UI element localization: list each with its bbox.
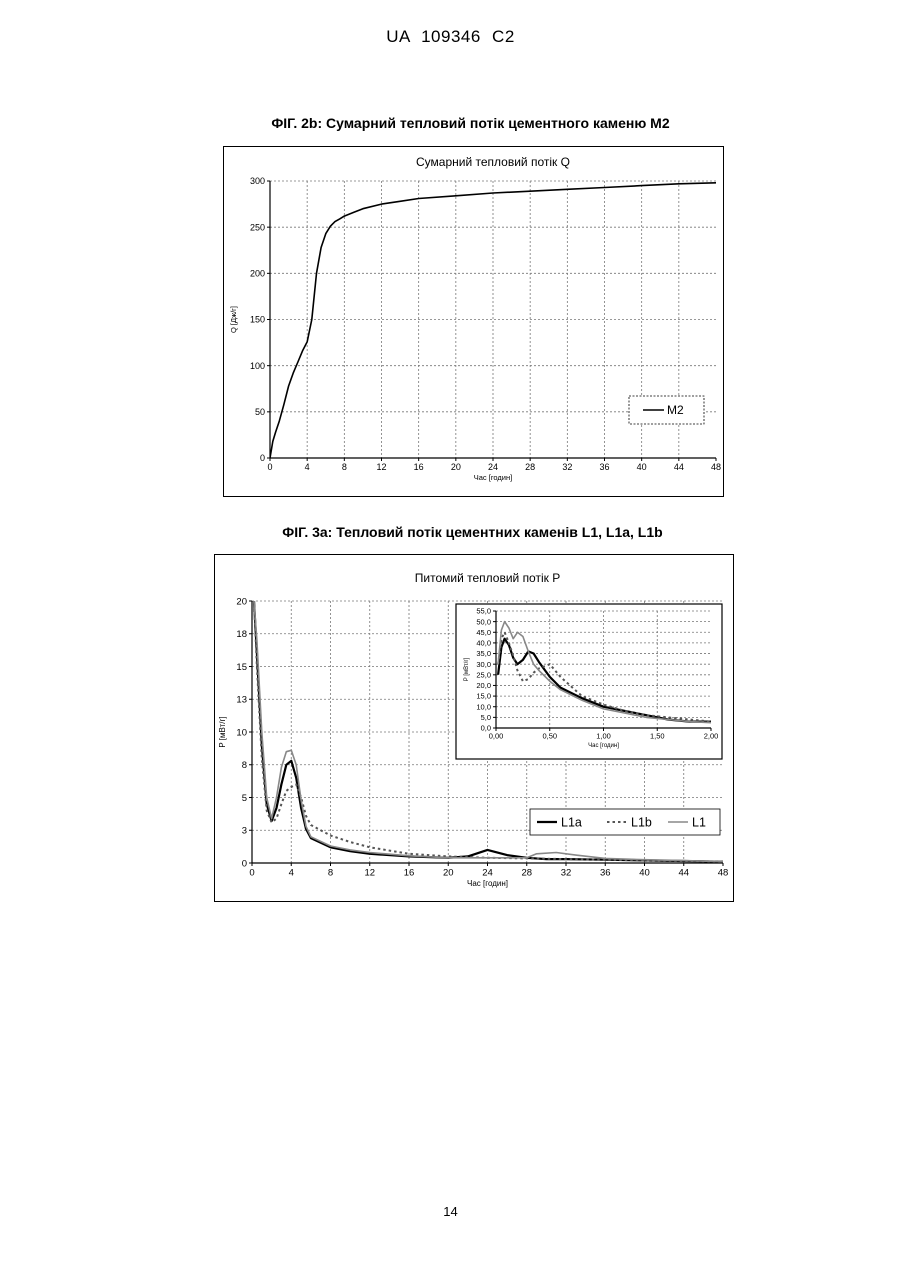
x-tick-label: 0 [267,462,272,472]
x-tick-label: 2,00 [704,732,719,741]
y-axis-label: P [мВт/г] [218,716,227,747]
y-axis-label: Q [Дж/г] [229,306,238,333]
x-tick-label: 36 [600,868,611,879]
x-tick-label: 24 [482,868,493,879]
cumulative-heat-chart-svg: Сумарний тепловий потік Q048121620242832… [224,147,723,496]
y-tick-label: 300 [250,176,265,186]
y-tick-label: 15 [236,662,247,673]
x-tick-label: 44 [678,868,689,879]
y-tick-label: 150 [250,315,265,325]
legend-label-m2: M2 [667,403,684,417]
y-tick-label: 35,0 [476,649,491,658]
legend: L1a L1b L1 [530,809,720,835]
x-tick-label: 0,50 [542,732,557,741]
x-tick-label: 4 [289,868,294,879]
x-tick-label: 48 [711,462,721,472]
x-tick-label: 40 [637,462,647,472]
y-tick-label: 40,0 [476,639,491,648]
x-tick-label: 24 [488,462,498,472]
y-tick-label: 10,0 [476,702,491,711]
y-tick-label: 0 [260,453,265,463]
y-tick-label: 45,0 [476,628,491,637]
x-tick-label: 0 [249,868,254,879]
y-tick-label: 50,0 [476,617,491,626]
x-tick-label: 44 [674,462,684,472]
figure-2b-chart: Сумарний тепловий потік Q048121620242832… [223,146,724,497]
x-tick-label: 16 [404,868,415,879]
y-tick-label: 250 [250,222,265,232]
x-tick-label: 20 [451,462,461,472]
y-axis-label: P [мВт/г] [464,657,470,681]
x-tick-label: 8 [342,462,347,472]
y-tick-label: 30,0 [476,660,491,669]
x-tick-label: 28 [521,868,532,879]
x-tick-label: 32 [561,868,572,879]
x-axis-label: Час [годин] [588,743,619,749]
legend-label-l1b: L1b [631,816,652,830]
page-number: 14 [0,1204,901,1219]
x-tick-label: 36 [599,462,609,472]
chart-title: Питомий тепловий потік P [415,571,560,585]
x-tick-label: 32 [562,462,572,472]
x-tick-label: 4 [305,462,310,472]
y-tick-label: 0,0 [481,724,491,733]
legend: M2 [629,396,704,424]
y-tick-label: 8 [242,760,247,771]
x-tick-label: 8 [328,868,333,879]
y-tick-label: 55,0 [476,607,491,616]
x-tick-label: 28 [525,462,535,472]
legend-label-l1: L1 [692,816,706,830]
y-tick-label: 3 [242,826,247,837]
x-tick-label: 1,50 [650,732,665,741]
x-axis-label: Час [годин] [474,473,512,482]
x-tick-label: 16 [414,462,424,472]
x-tick-label: 48 [718,868,729,879]
figure-2b-caption: ФІГ. 2b: Сумарний тепловий потік цементн… [20,115,901,131]
x-tick-label: 0,00 [489,732,504,741]
legend-label-l1a: L1a [561,816,582,830]
y-tick-label: 25,0 [476,670,491,679]
patent-header: UA 109346 C2 [0,27,901,47]
x-tick-label: 20 [443,868,454,879]
y-tick-label: 5 [242,793,247,804]
y-tick-label: 50 [255,407,265,417]
y-tick-label: 18 [236,629,247,640]
y-tick-label: 0 [242,858,247,869]
y-tick-label: 13 [236,695,247,706]
x-tick-label: 12 [376,462,386,472]
x-tick-label: 40 [639,868,650,879]
y-tick-label: 15,0 [476,692,491,701]
y-tick-label: 10 [236,727,247,738]
y-tick-label: 100 [250,361,265,371]
y-tick-label: 20 [236,596,247,607]
x-tick-label: 12 [364,868,375,879]
x-axis-label: Час [годин] [467,879,508,888]
figure-3a-caption: ФІГ. 3a: Тепловий потік цементних камені… [22,524,901,540]
y-tick-label: 20,0 [476,681,491,690]
y-tick-label: 200 [250,268,265,278]
y-tick-label: 5,0 [481,713,491,722]
x-tick-label: 1,00 [596,732,611,741]
specific-heat-chart-svg: Питомий тепловий потік P0481216202428323… [215,555,733,901]
figure-3a-chart: Питомий тепловий потік P0481216202428323… [214,554,734,902]
chart-title: Сумарний тепловий потік Q [416,155,570,169]
